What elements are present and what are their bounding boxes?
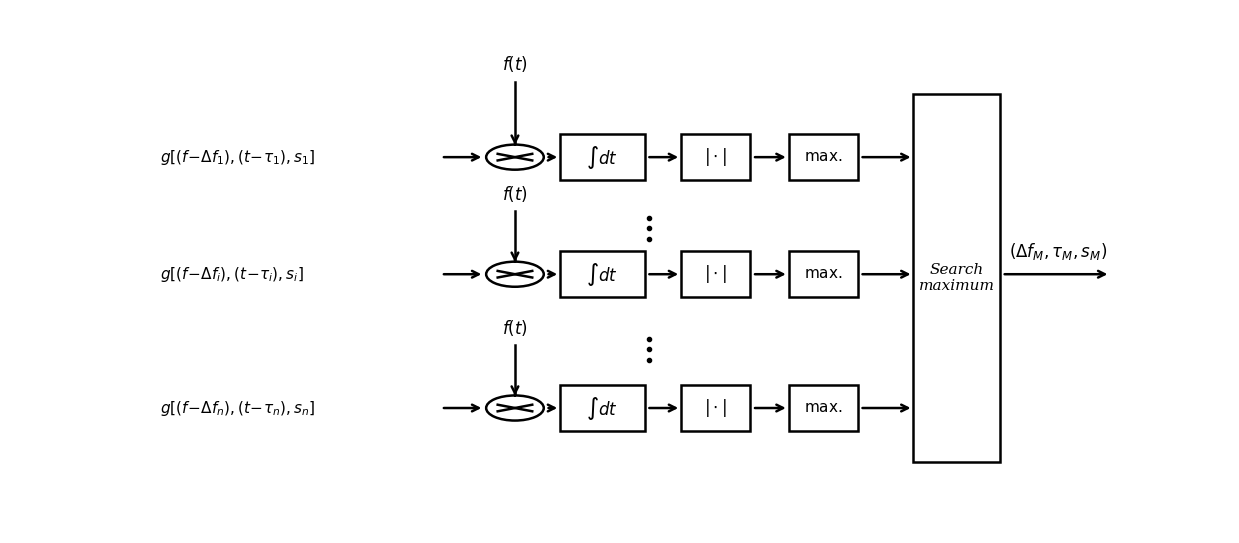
Bar — [789, 134, 857, 180]
Bar — [789, 385, 857, 431]
Text: $|\cdot|$: $|\cdot|$ — [704, 263, 727, 285]
Text: $g[(f\!-\!\Delta f_n),(t\!-\!\tau_n),s_n]$: $g[(f\!-\!\Delta f_n),(t\!-\!\tau_n),s_n… — [160, 399, 315, 418]
Text: $\int dt$: $\int dt$ — [586, 261, 618, 288]
Text: $f(t)$: $f(t)$ — [502, 318, 528, 338]
Text: $\mathrm{max.}$: $\mathrm{max.}$ — [804, 401, 843, 415]
Bar — [789, 251, 857, 297]
Bar — [681, 134, 751, 180]
Text: $\int dt$: $\int dt$ — [586, 144, 618, 171]
Circle shape — [486, 262, 544, 287]
Text: $f(t)$: $f(t)$ — [502, 184, 528, 204]
Bar — [681, 251, 751, 297]
Bar — [560, 134, 644, 180]
Text: $|\cdot|$: $|\cdot|$ — [704, 146, 727, 168]
Text: $g[(f\!-\!\Delta f_1),(t\!-\!\tau_1),s_1]$: $g[(f\!-\!\Delta f_1),(t\!-\!\tau_1),s_1… — [160, 148, 315, 167]
Circle shape — [486, 144, 544, 169]
Bar — [913, 94, 1000, 463]
Text: $\mathrm{max.}$: $\mathrm{max.}$ — [804, 150, 843, 164]
Bar — [560, 251, 644, 297]
Text: $\mathrm{max.}$: $\mathrm{max.}$ — [804, 267, 843, 281]
Circle shape — [486, 395, 544, 420]
Text: Search
maximum: Search maximum — [918, 263, 995, 294]
Text: $g[(f\!-\!\Delta f_i),(t\!-\!\tau_i),s_i]$: $g[(f\!-\!\Delta f_i),(t\!-\!\tau_i),s_i… — [160, 265, 304, 283]
Text: $|\cdot|$: $|\cdot|$ — [704, 397, 727, 419]
Text: $f(t)$: $f(t)$ — [502, 54, 528, 74]
Text: $(\Delta f_M,\tau_M,s_M)$: $(\Delta f_M,\tau_M,s_M)$ — [1010, 241, 1108, 262]
Bar — [560, 385, 644, 431]
Bar — [681, 385, 751, 431]
Text: $\int dt$: $\int dt$ — [586, 395, 618, 421]
